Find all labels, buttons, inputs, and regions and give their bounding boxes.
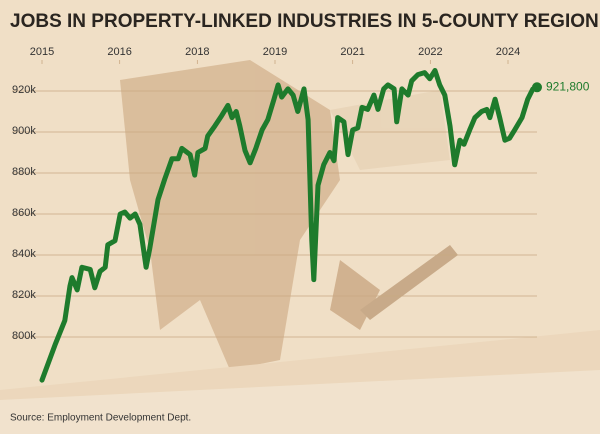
y-tick-label: 840k <box>12 248 36 260</box>
line <box>39 68 540 383</box>
chart-title: JOBS IN PROPERTY-LINKED INDUSTRIES IN 5-… <box>10 11 599 32</box>
x-tick-label: 2016 <box>107 46 131 58</box>
x-tick-label: 2019 <box>263 46 287 58</box>
end-point <box>532 82 542 93</box>
y-tick-label: 900k <box>12 125 36 137</box>
y-tick-label: 860k <box>12 207 36 219</box>
x-tick-label: 2018 <box>185 46 209 58</box>
source: Source: Employment Development Dept. <box>10 413 191 424</box>
x-tick-label: 2015 <box>30 46 54 58</box>
y-tick-label: 800k <box>12 330 36 342</box>
x-tick-label: 2022 <box>418 46 442 58</box>
x-tick-label: 2021 <box>340 46 364 58</box>
x-tick-label: 2024 <box>496 46 520 58</box>
value-label: 921,800 <box>546 79 590 93</box>
y-tick-label: 820k <box>12 289 36 301</box>
y-tick-label: 920k <box>12 84 36 96</box>
y-tick-label: 880k <box>12 166 36 178</box>
